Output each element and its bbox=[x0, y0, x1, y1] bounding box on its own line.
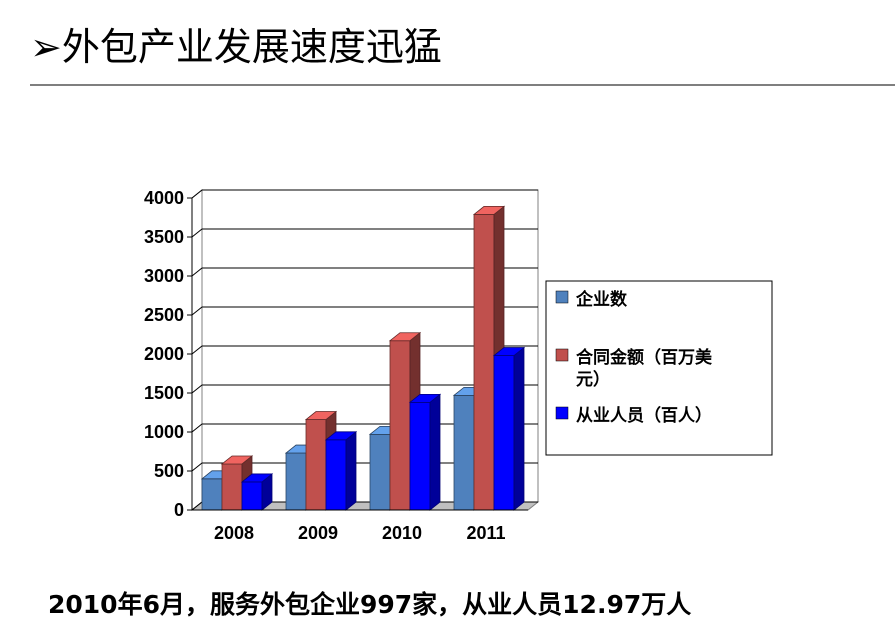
bar bbox=[493, 355, 515, 511]
bar-top bbox=[472, 205, 506, 215]
y-tick-label: 2000 bbox=[144, 344, 184, 364]
gridline bbox=[191, 345, 538, 355]
legend-label: 合同金额（百万美元） bbox=[576, 347, 713, 390]
y-tick-label: 1000 bbox=[144, 422, 184, 442]
bar-top bbox=[304, 411, 338, 420]
gridline bbox=[191, 306, 538, 316]
legend-label: 企业数 bbox=[575, 289, 628, 310]
legend-label: 从业人员（百人） bbox=[576, 405, 712, 426]
bar-top bbox=[240, 473, 274, 483]
legend-swatch bbox=[555, 348, 569, 362]
bar bbox=[409, 401, 431, 511]
bar-top bbox=[220, 455, 254, 465]
bar bbox=[241, 481, 263, 511]
y-tick-label: 2500 bbox=[144, 305, 184, 325]
gridline bbox=[191, 228, 538, 238]
bar bbox=[305, 419, 327, 511]
gridline bbox=[191, 189, 538, 199]
slide-title: ➢外包产业发展速度迅猛 bbox=[30, 25, 442, 69]
x-tick-label: 2008 bbox=[214, 523, 254, 543]
bar bbox=[369, 433, 391, 511]
y-tick-label: 1500 bbox=[144, 383, 184, 403]
gridline bbox=[191, 384, 538, 394]
x-tick-label: 2009 bbox=[298, 523, 338, 543]
bar bbox=[389, 340, 411, 511]
bar-side bbox=[429, 393, 441, 511]
legend-swatch bbox=[555, 290, 569, 304]
footer-note: 2010年6月，服务外包企业997家，从业人员12.97万人 bbox=[48, 590, 692, 619]
y-tick-label: 3000 bbox=[144, 266, 184, 286]
title-divider bbox=[30, 84, 895, 86]
bar-top bbox=[388, 332, 422, 342]
legend-box bbox=[545, 280, 773, 456]
bar bbox=[473, 213, 495, 511]
legend-swatch bbox=[555, 406, 569, 420]
bar-side bbox=[513, 346, 525, 511]
bar bbox=[453, 394, 475, 511]
y-tick-label: 500 bbox=[154, 461, 184, 481]
bar bbox=[201, 478, 223, 511]
x-tick-label: 2010 bbox=[382, 523, 422, 543]
bar-side bbox=[345, 430, 357, 511]
bar-top bbox=[324, 431, 358, 441]
bar bbox=[325, 439, 347, 511]
y-tick-label: 4000 bbox=[144, 188, 184, 208]
y-tick-label: 0 bbox=[174, 500, 184, 520]
x-tick-label: 2011 bbox=[466, 523, 505, 543]
gridline bbox=[191, 267, 538, 277]
bar bbox=[221, 463, 243, 511]
bar bbox=[285, 452, 307, 511]
bar-top bbox=[492, 347, 526, 356]
bar-top bbox=[408, 393, 442, 403]
bar-chart: 0 500 1000 1500 2000 2500 3000 3500 4000 2008 2009… bbox=[144, 188, 773, 543]
y-tick-label: 3500 bbox=[144, 227, 184, 247]
